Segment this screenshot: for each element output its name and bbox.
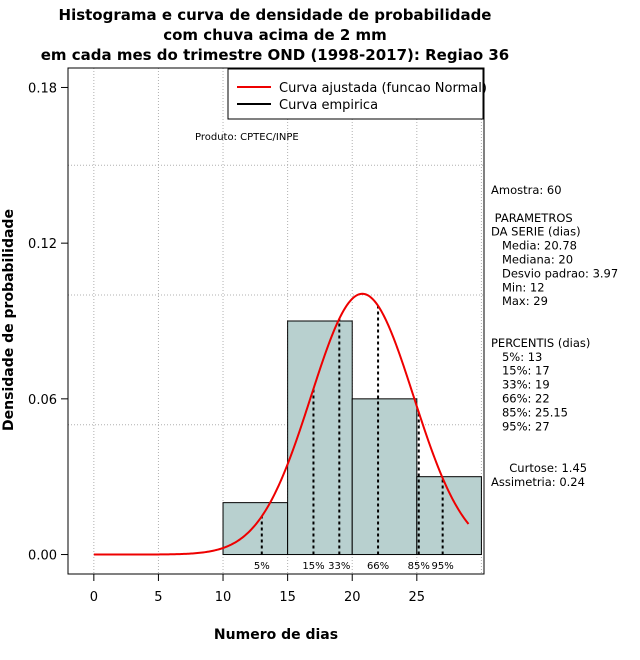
statistics-line: Desvio padrao: 3.97 (491, 266, 618, 280)
statistics-line: 95%: 27 (491, 419, 550, 433)
percentile-label: 95% (432, 561, 454, 572)
statistics-line: Max: 29 (491, 294, 548, 308)
statistics-line: Amostra: 60 (491, 183, 562, 197)
x-tick-label: 20 (344, 590, 361, 605)
histogram-bar (351, 398, 418, 556)
histogram-bars (222, 320, 482, 556)
statistics-line: Mediana: 20 (491, 253, 573, 267)
statistics-line: PARAMETROS (491, 211, 573, 225)
x-axis: 0 5 10 15 20 25 (90, 573, 426, 605)
y-axis-label: Densidade de probabilidade (1, 209, 17, 431)
y-tick-label: 0.18 (28, 81, 57, 96)
x-tick-label: 10 (215, 590, 232, 605)
percentile-label: 33% (328, 561, 350, 572)
chart-title: Histograma e curva de densidade de proba… (41, 6, 510, 64)
title-line-2: com chuva acima de 2 mm (163, 26, 387, 44)
statistics-line: 5%: 13 (491, 350, 542, 364)
statistics-line: Assimetria: 0.24 (491, 475, 585, 489)
statistics-line: Curtose: 1.45 (491, 461, 587, 475)
x-tick-label: 25 (409, 590, 426, 605)
statistics-line: 15%: 17 (491, 364, 550, 378)
histogram-bar (416, 476, 482, 556)
y-tick-label: 0.00 (28, 549, 57, 564)
x-tick-label: 5 (154, 590, 162, 605)
y-axis: 0.00 0.06 0.12 0.18 (28, 81, 69, 564)
y-tick-label: 0.12 (28, 237, 57, 252)
legend-label: Curva empirica (279, 98, 378, 113)
percentile-lines (260, 305, 444, 555)
percentile-label: 15% (302, 561, 324, 572)
legend: Curva ajustada (funcao Normal) Curva empi… (227, 68, 487, 120)
statistics-line: Media: 20.78 (491, 239, 577, 253)
percentile-label: 85% (408, 561, 430, 572)
statistics-line: DA SERIE (dias) (491, 225, 581, 239)
product-note: Produto: CPTEC/INPE (195, 132, 299, 143)
x-tick-label: 0 (90, 590, 98, 605)
statistics-line: 85%: 25.15 (491, 405, 568, 419)
statistics-line: 66%: 22 (491, 392, 550, 406)
percentile-label: 66% (367, 561, 389, 572)
x-tick-label: 15 (279, 590, 296, 605)
statistics-line: Min: 12 (491, 280, 545, 294)
x-axis-label: Numero de dias (214, 627, 338, 643)
legend-box (227, 68, 484, 120)
histogram-bar (222, 502, 289, 556)
title-line-3: em cada mes do trimestre OND (1998-2017)… (41, 46, 510, 64)
y-tick-label: 0.06 (28, 393, 57, 408)
normal-curve-line (93, 292, 470, 556)
statistics-line: 33%: 19 (491, 378, 550, 392)
statistics-line: PERCENTIS (dias) (491, 336, 590, 350)
legend-label: Curva ajustada (funcao Normal) (279, 81, 487, 96)
title-line-1: Histograma e curva de densidade de proba… (59, 6, 492, 24)
percentile-label: 5% (254, 561, 270, 572)
percentile-labels: 5% 15% 33% 66% 85% 95% (254, 561, 454, 572)
